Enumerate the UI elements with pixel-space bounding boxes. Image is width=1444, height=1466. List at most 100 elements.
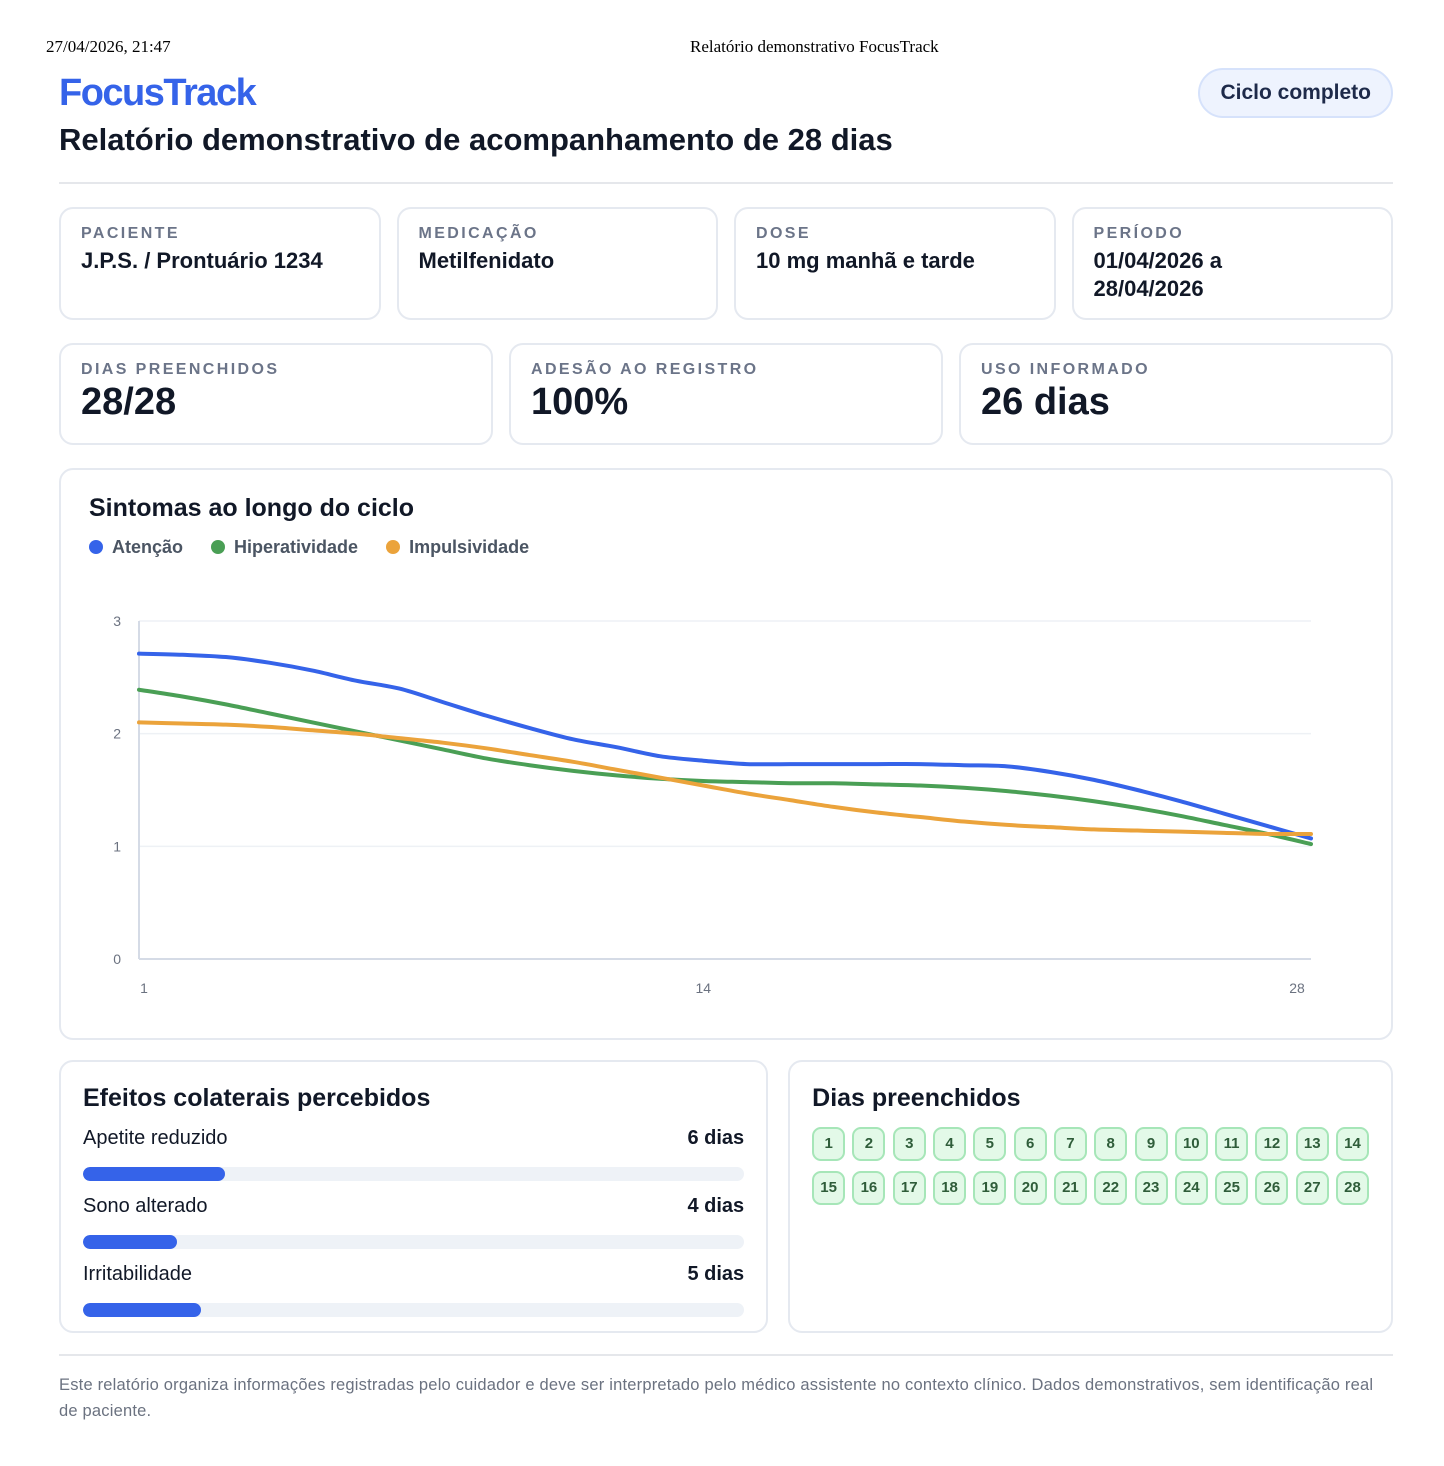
- day-chip: 15: [812, 1171, 846, 1205]
- day-grid: 1 2 3 4 5 6 7 8 9 10 11 12 13 14 15 16 17 18 19 20 21 22 23 24 2…: [812, 1127, 1369, 1205]
- report: FocusTrack Relatório demonstrativo de ac…: [59, 68, 1393, 1424]
- day-chip: 17: [892, 1171, 926, 1205]
- day-chip: 18: [933, 1171, 967, 1205]
- legend-item: Impulsividade: [386, 537, 529, 558]
- legend-label: Atenção: [112, 537, 184, 557]
- side-effect-bar-fill: [83, 1235, 178, 1249]
- day-chip: 6: [1013, 1127, 1047, 1161]
- series-line-hiperatividade: [137, 687, 1313, 847]
- x-tick-label: 28: [1289, 980, 1305, 996]
- day-chip: 11: [1215, 1127, 1249, 1161]
- symptoms-chart-card: Sintomas ao longo do ciclo Atenção Hiper…: [59, 468, 1393, 1040]
- day-chip: 22: [1094, 1171, 1128, 1205]
- day-chip: 27: [1295, 1171, 1329, 1205]
- info-card-medication: MEDICAÇÃO Metilfenidato: [396, 207, 718, 320]
- day-chip: 26: [1255, 1171, 1289, 1205]
- side-effect-bar: [83, 1235, 745, 1249]
- chart-legend: Atenção Hiperatividade Impulsividade: [89, 537, 1363, 558]
- stat-card-days-filled: DIAS PREENCHIDOS 28/28: [59, 343, 493, 445]
- info-card-dose: DOSE 10 mg manhã e tarde: [734, 207, 1056, 320]
- legend-dot-icon: [386, 540, 401, 554]
- stat-label: USO INFORMADO: [981, 361, 1150, 378]
- x-tick-label: 1: [140, 980, 148, 996]
- y-tick-label: 3: [113, 613, 121, 629]
- brand-logo: FocusTrack: [59, 72, 257, 114]
- info-card-period: PERÍODO 01/04/2026 a 28/04/2026: [1071, 207, 1393, 320]
- side-effects-title: Efeitos colaterais percebidos: [83, 1084, 431, 1112]
- day-chip: 16: [852, 1171, 886, 1205]
- stat-value: 100%: [531, 381, 629, 423]
- x-tick-label: 14: [696, 980, 712, 996]
- legend-label: Impulsividade: [409, 537, 530, 557]
- side-effect-row: Apetite reduzido 6 dias: [83, 1127, 745, 1181]
- legend-label: Hiperatividade: [234, 537, 359, 557]
- side-effect-count: 6 dias: [687, 1127, 745, 1149]
- side-effect-label: Apetite reduzido: [83, 1127, 228, 1149]
- stat-label: ADESÃO AO REGISTRO: [531, 361, 759, 378]
- side-effect-label: Sono alterado: [83, 1195, 208, 1217]
- side-effect-bar: [83, 1303, 745, 1317]
- status-badge: Ciclo completo: [1198, 68, 1393, 118]
- side-effect-label: Irritabilidade: [83, 1263, 192, 1285]
- stat-value: 28/28: [81, 381, 177, 423]
- stat-value: 26 dias: [981, 381, 1110, 423]
- chart-title: Sintomas ao longo do ciclo: [89, 494, 415, 522]
- side-effect-row: Irritabilidade 5 dias: [83, 1263, 745, 1317]
- stat-card-usage: USO INFORMADO 26 dias: [959, 343, 1393, 445]
- info-cards: PACIENTE J.P.S. / Prontuário 1234 MEDICAÇ…: [59, 207, 1393, 320]
- day-chip: 8: [1094, 1127, 1128, 1161]
- y-tick-label: 2: [113, 726, 121, 742]
- day-chip: 21: [1053, 1171, 1087, 1205]
- info-value: Metilfenidato: [418, 248, 555, 273]
- day-chip: 14: [1336, 1127, 1369, 1161]
- stat-card-adherence: ADESÃO AO REGISTRO 100%: [509, 343, 943, 445]
- legend-dot-icon: [89, 540, 103, 554]
- day-chip: 25: [1215, 1171, 1249, 1205]
- y-tick-label: 0: [113, 951, 121, 967]
- day-chip: 3: [892, 1127, 926, 1161]
- side-effect-bar-fill: [83, 1167, 225, 1181]
- day-chip: 10: [1174, 1127, 1208, 1161]
- info-label: MEDICAÇÃO: [418, 225, 539, 242]
- print-datetime: 27/04/2026, 21:47: [46, 37, 171, 56]
- legend-dot-icon: [211, 540, 226, 554]
- day-chip: 24: [1174, 1171, 1208, 1205]
- line-chart: 0 1 2 3 1 14 28: [113, 613, 1313, 996]
- info-value: J.P.S. / Prontuário 1234: [81, 248, 323, 273]
- side-effect-count: 4 dias: [687, 1195, 745, 1217]
- side-effect-count: 5 dias: [687, 1263, 745, 1285]
- legend-item: Atenção: [89, 537, 183, 558]
- series-line-impulsividade: [137, 720, 1313, 837]
- day-chip: 12: [1255, 1127, 1289, 1161]
- stat-label: DIAS PREENCHIDOS: [81, 361, 280, 378]
- side-effect-row: Sono alterado 4 dias: [83, 1195, 745, 1249]
- day-chip: 5: [973, 1127, 1007, 1161]
- info-label: DOSE: [756, 225, 811, 242]
- day-chip: 28: [1336, 1171, 1369, 1205]
- day-chip: 4: [933, 1127, 967, 1161]
- side-effect-bar-fill: [83, 1303, 202, 1317]
- stat-cards: DIAS PREENCHIDOS 28/28 ADESÃO AO REGISTRO…: [59, 343, 1393, 445]
- days-filled-title: Dias preenchidos: [812, 1084, 1021, 1112]
- footer-note: Este relatório organiza informações regi…: [59, 1354, 1393, 1424]
- day-chip: 13: [1295, 1127, 1329, 1161]
- days-filled-card: Dias preenchidos 1 2 3 4 5 6 7 8 9 10 11 12 13 14 15 16…: [788, 1060, 1393, 1333]
- info-label: PACIENTE: [81, 225, 180, 242]
- day-chip: 20: [1013, 1171, 1047, 1205]
- side-effects-card: Efeitos colaterais percebidos Apetite re…: [59, 1060, 769, 1333]
- day-chip: 9: [1134, 1127, 1168, 1161]
- page-title: Relatório demonstrativo de acompanhament…: [59, 122, 893, 157]
- day-chip: 23: [1134, 1171, 1168, 1205]
- series-line-atencao: [137, 651, 1313, 841]
- info-value: 10 mg manhã e tarde: [756, 248, 975, 273]
- print-doc-title: Relatório demonstrativo FocusTrack: [690, 37, 939, 56]
- info-card-patient: PACIENTE J.P.S. / Prontuário 1234: [59, 207, 381, 320]
- info-value: 01/04/2026 a 28/04/2026: [1093, 248, 1222, 301]
- divider: [59, 182, 1393, 184]
- day-chip: 19: [973, 1171, 1007, 1205]
- day-chip: 2: [852, 1127, 886, 1161]
- bottom-panels: Efeitos colaterais percebidos Apetite re…: [59, 1060, 1393, 1333]
- day-chip: 7: [1053, 1127, 1087, 1161]
- info-label: PERÍODO: [1093, 225, 1185, 242]
- day-chip: 1: [812, 1127, 846, 1161]
